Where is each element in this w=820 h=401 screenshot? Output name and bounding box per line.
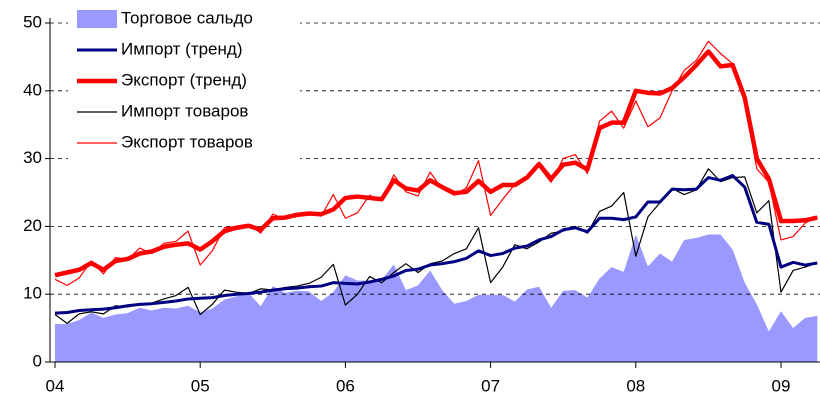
x-tick-label: 07 <box>481 376 500 395</box>
y-tick-label: 40 <box>23 80 42 99</box>
y-tick-label: 10 <box>23 284 42 303</box>
x-tick-label: 08 <box>626 376 645 395</box>
area <box>55 234 818 362</box>
line <box>54 168 818 324</box>
y-tick-label: 20 <box>23 216 42 235</box>
legend-swatch <box>77 10 117 28</box>
legend-label: Торговое сальдо <box>121 8 253 27</box>
legend-label: Импорт (тренд) <box>121 39 242 58</box>
y-tick-label: 0 <box>33 351 42 370</box>
x-tick-label: 06 <box>336 376 355 395</box>
x-tick-label: 05 <box>191 376 210 395</box>
y-tick-label: 50 <box>23 12 42 31</box>
line <box>54 49 818 278</box>
legend-label: Экспорт (тренд) <box>121 70 247 89</box>
line <box>54 174 818 315</box>
y-tick-label: 30 <box>23 148 42 167</box>
x-tick-label: 04 <box>46 376 65 395</box>
x-tick-label: 09 <box>772 376 791 395</box>
legend-label: Экспорт товаров <box>121 132 253 151</box>
legend-label: Импорт товаров <box>121 101 248 120</box>
line <box>54 40 818 286</box>
